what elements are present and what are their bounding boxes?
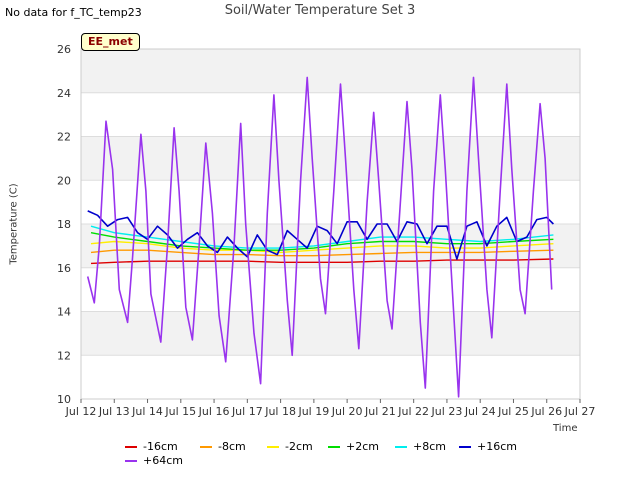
x-tick-label: Jul 27 bbox=[564, 405, 596, 418]
y-tick-label: 20 bbox=[57, 174, 71, 187]
x-tick-label: Jul 26 bbox=[530, 405, 562, 418]
x-tick-label: Jul 21 bbox=[364, 405, 396, 418]
legend-label: +16cm bbox=[477, 440, 517, 453]
x-tick-label: Jul 14 bbox=[131, 405, 163, 418]
y-tick-label: 26 bbox=[57, 43, 71, 56]
grid-band bbox=[81, 267, 580, 312]
y-tick-label: 12 bbox=[57, 349, 71, 362]
grid-band bbox=[81, 180, 580, 224]
legend-item-minus16cm[interactable]: -16cm bbox=[125, 440, 178, 453]
grid-band bbox=[81, 136, 580, 181]
y-axis-label: Temperature (C) bbox=[8, 183, 20, 265]
plot-frame bbox=[80, 48, 581, 400]
legend-item-plus2cm[interactable]: +2cm bbox=[328, 440, 379, 453]
y-tick-label: 16 bbox=[57, 262, 71, 275]
x-tick-label: Jul 25 bbox=[497, 405, 529, 418]
legend-label: -8cm bbox=[218, 440, 246, 453]
x-tick-label: Jul 15 bbox=[164, 405, 196, 418]
legend-item-plus8cm[interactable]: +8cm bbox=[395, 440, 446, 453]
x-tick-label: Jul 20 bbox=[331, 405, 363, 418]
y-tick-label: 14 bbox=[57, 306, 71, 319]
x-tick-label: Jul 19 bbox=[297, 405, 329, 418]
x-tick-label: Jul 17 bbox=[231, 405, 263, 418]
series-lines bbox=[86, 76, 554, 398]
series-line-minus2cm bbox=[90, 240, 554, 254]
grid-band bbox=[81, 311, 580, 356]
grid-band bbox=[81, 355, 580, 399]
grid-band bbox=[81, 49, 580, 93]
series-line-plus64cm bbox=[86, 76, 553, 398]
legend-swatch bbox=[200, 446, 212, 448]
legend-label: +2cm bbox=[346, 440, 379, 453]
no-data-message: No data for f_TC_temp23 bbox=[5, 6, 142, 19]
legend-item-plus16cm[interactable]: +16cm bbox=[459, 440, 517, 453]
y-tick-label: 10 bbox=[57, 393, 71, 406]
legend-swatch bbox=[459, 446, 471, 448]
legend-swatch bbox=[125, 460, 137, 462]
legend-item-minus2cm[interactable]: -2cm bbox=[267, 440, 313, 453]
station-badge: EE_met bbox=[81, 33, 140, 51]
series-line-plus8cm bbox=[90, 225, 554, 249]
y-tick-label: 24 bbox=[57, 87, 71, 100]
x-axis-ticks: Jul 12 Jul 13 Jul 14 Jul 15 Jul 16 Jul 17 Jul … bbox=[65, 399, 596, 418]
series-line-plus16cm bbox=[87, 210, 554, 260]
x-tick-label: Jul 24 bbox=[464, 405, 496, 418]
series-line-minus8cm bbox=[90, 249, 554, 257]
legend-swatch bbox=[395, 446, 407, 448]
grid-band bbox=[81, 92, 580, 137]
x-tick-label: Jul 12 bbox=[65, 405, 97, 418]
legend-label: -16cm bbox=[143, 440, 178, 453]
x-tick-label: Jul 23 bbox=[431, 405, 463, 418]
legend-item-plus64cm[interactable]: +64cm bbox=[125, 454, 183, 467]
y-axis-ticks: 10 12 14 16 18 20 22 24 26 bbox=[57, 43, 71, 406]
x-tick-label: Jul 18 bbox=[264, 405, 296, 418]
legend-swatch bbox=[328, 446, 340, 448]
y-tick-label: 22 bbox=[57, 131, 71, 144]
chart-title: Soil/Water Temperature Set 3 bbox=[224, 3, 416, 18]
x-tick-label: Jul 22 bbox=[397, 405, 429, 418]
legend-swatch bbox=[267, 446, 279, 448]
y-tick-label: 18 bbox=[57, 218, 71, 231]
series-line-minus16cm bbox=[90, 258, 554, 265]
legend-label: +8cm bbox=[413, 440, 446, 453]
x-axis-label: Time bbox=[553, 423, 578, 434]
series-line-plus2cm bbox=[90, 232, 554, 251]
legend-label: +64cm bbox=[143, 454, 183, 467]
x-tick-label: Jul 16 bbox=[198, 405, 230, 418]
legend-item-minus8cm[interactable]: -8cm bbox=[200, 440, 246, 453]
legend-swatch bbox=[125, 446, 137, 448]
legend-label: -2cm bbox=[285, 440, 313, 453]
x-tick-label: Jul 13 bbox=[98, 405, 130, 418]
